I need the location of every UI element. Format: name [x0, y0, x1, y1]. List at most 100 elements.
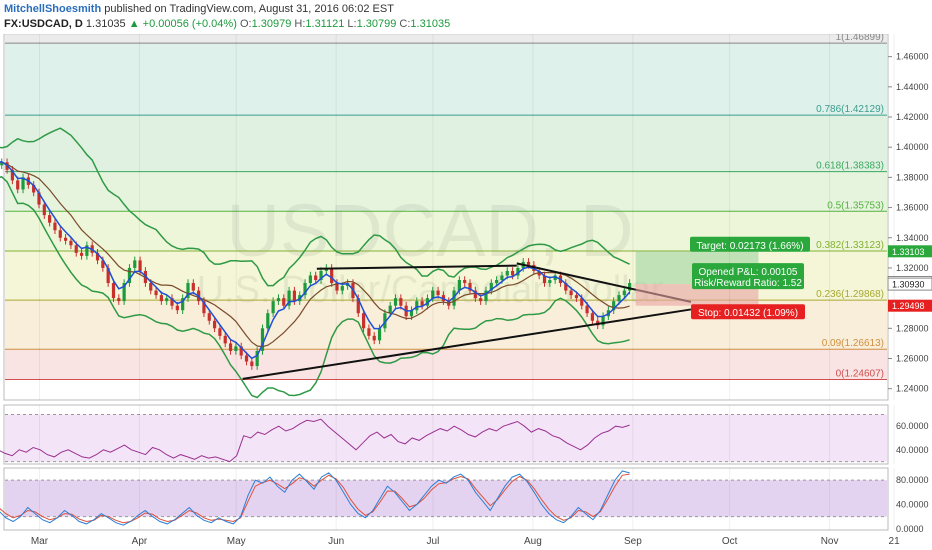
- price-change: ▲ +0.00056 (+0.04%): [128, 18, 237, 30]
- open-label: O:: [239, 18, 252, 30]
- fib-band: [5, 171, 887, 212]
- pnl-label-box: [692, 263, 804, 290]
- sma-line: [0, 161, 630, 348]
- x-tick-label: Oct: [722, 536, 738, 547]
- candle-body: [484, 290, 488, 302]
- candle-body: [377, 328, 382, 341]
- bollinger-upper: [0, 127, 630, 287]
- stop-label-box: [691, 304, 805, 320]
- candle-body: [10, 169, 14, 181]
- rsi-tick-label: 60.0000: [896, 421, 929, 431]
- stochastic-panel[interactable]: [0, 467, 889, 531]
- x-tick-label: 21: [889, 536, 901, 547]
- candle-body: [361, 313, 366, 329]
- candle-body: [74, 245, 78, 253]
- candle-body: [425, 298, 430, 306]
- candle-body: [181, 298, 185, 311]
- candle-body: [250, 361, 254, 367]
- candle-body: [212, 320, 217, 329]
- candle-body: [479, 298, 483, 302]
- candle-body: [111, 283, 116, 299]
- candle-body: [542, 275, 547, 284]
- pnl-label: Opened P&L: 0.00105: [699, 267, 798, 278]
- high-value: 1.31121: [305, 18, 345, 30]
- publish-info: published on TradingView.com, August 31,…: [104, 3, 394, 15]
- candle-body: [63, 237, 68, 241]
- pnl-label: Risk/Reward Ratio: 1.52: [694, 278, 802, 289]
- x-tick-label: Nov: [821, 536, 839, 547]
- candle-body: [32, 184, 36, 193]
- y-tick-label: 1.26000: [896, 353, 929, 363]
- trendline: [316, 264, 517, 270]
- y-tick-label: 1.34000: [896, 233, 929, 243]
- candle-body: [617, 295, 621, 302]
- target-label-box: [690, 236, 810, 252]
- candle-body: [367, 328, 371, 336]
- candle-body: [0, 162, 4, 166]
- candle-body: [154, 290, 158, 296]
- candle-body: [85, 245, 89, 256]
- price-chart[interactable]: USDCAD, DU.S. Dollar/Canadian Dollar 1(1.…: [0, 34, 932, 550]
- fib-label: 0.236(1.29868): [816, 289, 884, 300]
- chart-header: MitchellShoesmith published on TradingVi…: [0, 0, 932, 34]
- candle-body: [191, 283, 195, 291]
- candle-body: [489, 283, 493, 291]
- stochastic-k-line: [0, 470, 630, 526]
- candle-body: [58, 230, 62, 238]
- candle-body: [95, 252, 100, 261]
- candle-body: [383, 313, 387, 329]
- close-label: C:: [399, 18, 411, 30]
- author-link[interactable]: MitchellShoesmith: [4, 3, 102, 15]
- x-tick-label: Apr: [132, 536, 148, 547]
- candle-body: [127, 267, 132, 284]
- y-tick-label: 1.40000: [896, 142, 929, 152]
- bollinger-lower: [0, 175, 630, 399]
- candle-body: [399, 298, 403, 306]
- candle-body: [234, 346, 238, 351]
- candle-body: [495, 280, 499, 284]
- watermark-name: U.S. Dollar/Canadian Dollar: [197, 269, 664, 311]
- rsi-line: [0, 418, 630, 463]
- candle-body: [409, 310, 414, 317]
- fib-band: [5, 43, 887, 116]
- x-tick-label: Sep: [624, 536, 642, 547]
- low-label: L:: [347, 18, 357, 30]
- candle-body: [138, 260, 142, 271]
- watermark-symbol: USDCAD, D: [226, 189, 633, 272]
- candle-body: [335, 283, 339, 291]
- x-tick-label: Aug: [524, 536, 542, 547]
- axes: 1.46000 1.44000 1.42000 1.40000 1.38000 1.360…: [31, 34, 932, 547]
- y-tick-label: 1.42000: [896, 112, 929, 122]
- y-tick-label: 1.24000: [896, 384, 929, 394]
- x-tick-label: May: [227, 536, 246, 547]
- candle-body: [202, 301, 206, 314]
- close-value: 1.31035: [410, 18, 451, 30]
- candle-body: [372, 335, 376, 341]
- price-panel[interactable]: USDCAD, DU.S. Dollar/Canadian Dollar 1(1.…: [0, 34, 889, 401]
- open-value: 1.30979: [251, 18, 292, 30]
- ema-line: [0, 161, 631, 360]
- candle-body: [564, 283, 568, 291]
- x-tick-label: Jun: [328, 536, 344, 547]
- candle-body: [271, 301, 275, 314]
- candle-body: [255, 350, 259, 367]
- candle-body: [266, 313, 270, 329]
- symbol-label: FX:USDCAD, D: [4, 18, 83, 30]
- y-tick-label: 1.36000: [896, 203, 929, 213]
- candle-body: [244, 355, 249, 362]
- candle-body: [569, 290, 573, 296]
- rsi-panel[interactable]: [0, 404, 889, 465]
- candle-body: [175, 305, 179, 311]
- stochastic-band: [5, 480, 887, 517]
- candle-body: [574, 295, 579, 299]
- candle-body: [415, 301, 419, 311]
- stochastic-tick-label: 80.0000: [896, 475, 929, 485]
- candle-body: [330, 267, 334, 284]
- candle-body: [612, 301, 616, 311]
- candle-body: [37, 192, 41, 205]
- trendline: [242, 308, 692, 380]
- x-tick-label: Mar: [31, 536, 49, 547]
- candle-body: [388, 305, 392, 314]
- target-label: Target: 0.02173 (1.66%): [696, 241, 803, 252]
- y-tick-label: 1.46000: [896, 52, 929, 62]
